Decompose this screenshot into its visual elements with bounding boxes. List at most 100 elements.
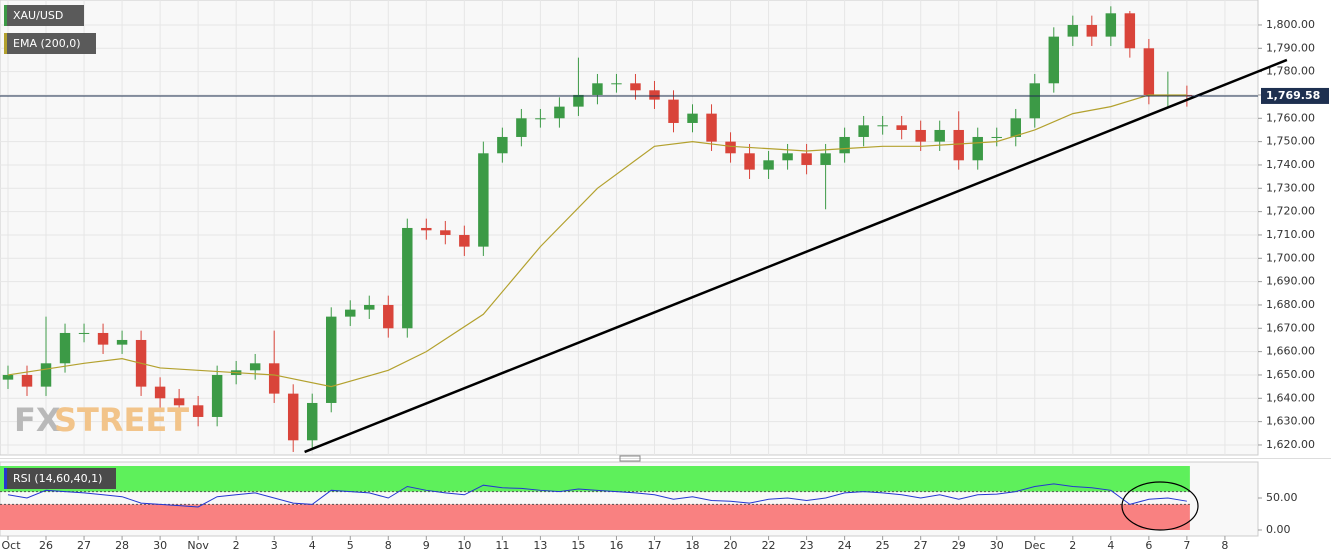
- candle-body: [1105, 13, 1117, 37]
- y-tick-label: 1,690.00: [1266, 275, 1315, 288]
- watermark-street: STREET: [54, 401, 189, 439]
- x-tick-label: 13: [533, 539, 547, 552]
- candle-body: [1086, 24, 1098, 37]
- x-tick-label: 27: [77, 539, 91, 552]
- candle-body: [820, 153, 831, 165]
- candle-body: [915, 129, 926, 142]
- candle-body: [192, 405, 204, 417]
- x-tick-label: 27: [914, 539, 928, 552]
- legend-box: [4, 468, 116, 489]
- x-tick-label: 8: [1221, 539, 1228, 552]
- candle-body: [744, 153, 755, 170]
- candle-body: [877, 125, 888, 127]
- price-panel: [0, 0, 1259, 456]
- candle-body: [421, 227, 432, 231]
- x-tick-label: Dec: [1024, 539, 1045, 552]
- x-tick-label: 11: [495, 539, 509, 552]
- y-tick-label: 1,650.00: [1266, 368, 1315, 381]
- y-tick-label: 1,680.00: [1266, 298, 1315, 311]
- x-tick-label: 2: [233, 539, 240, 552]
- x-tick-label: 18: [686, 539, 700, 552]
- candle-body: [839, 136, 850, 154]
- candle-body: [497, 136, 508, 154]
- candle-body: [1067, 24, 1079, 37]
- x-tick-label: 8: [385, 539, 392, 552]
- legend-label: XAU/USD: [13, 9, 63, 22]
- y-tick-label: 1,730.00: [1266, 181, 1315, 194]
- candle-body: [991, 136, 1002, 138]
- y-tick-label: 1,750.00: [1266, 135, 1315, 148]
- candle-body: [326, 316, 337, 403]
- candle-body: [630, 83, 641, 91]
- candle-body: [1029, 83, 1040, 119]
- candle-body: [345, 309, 356, 317]
- watermark-fx: FX: [14, 401, 61, 439]
- y-tick-label: 1,780.00: [1266, 65, 1315, 78]
- line-series: [7, 94, 1187, 388]
- candle-body: [687, 113, 698, 123]
- candle-body: [1143, 48, 1155, 95]
- candle-body: [459, 234, 470, 247]
- legend-label: EMA (200,0): [13, 37, 81, 50]
- legend-swatch: [4, 5, 7, 26]
- candle-body: [440, 230, 451, 235]
- candle-body: [668, 99, 679, 123]
- x-tick-label: 2: [1069, 539, 1076, 552]
- candle-body: [97, 332, 109, 345]
- candle-body: [78, 332, 90, 334]
- candle-body: [268, 363, 280, 394]
- candle-body: [383, 304, 394, 329]
- candle-body: [287, 393, 299, 441]
- candle-body: [801, 153, 812, 165]
- x-tick-label: 7: [1183, 539, 1190, 552]
- candle-body: [592, 83, 603, 95]
- y-tick-label: 1,760.00: [1266, 111, 1315, 124]
- y-tick-label: 50.00: [1266, 491, 1298, 504]
- rsi-zone: [0, 504, 1190, 530]
- highlight-circle: [1121, 481, 1199, 531]
- candle-body: [896, 125, 907, 130]
- candle-body: [249, 363, 261, 371]
- last-price-label: 1,769.58: [1266, 89, 1320, 102]
- candle-body: [706, 113, 717, 142]
- x-tick-label: 6: [1145, 539, 1152, 552]
- rsi-zone: [0, 465, 1190, 492]
- x-tick-label: 4: [309, 539, 316, 552]
- y-tick-label: 1,740.00: [1266, 158, 1315, 171]
- legend-label: RSI (14,60,40,1): [13, 472, 102, 485]
- candle-body: [1010, 118, 1021, 137]
- trendline: [304, 58, 1288, 454]
- candle-body: [402, 227, 413, 329]
- candle-body: [611, 83, 622, 85]
- line-series: [7, 483, 1187, 508]
- y-tick-label: 1,660.00: [1266, 345, 1315, 358]
- candle-body: [573, 94, 584, 107]
- y-tick-label: 1,640.00: [1266, 391, 1315, 404]
- y-tick-label: 1,790.00: [1266, 41, 1315, 54]
- x-tick-label: 24: [838, 539, 852, 552]
- candle-body: [782, 153, 793, 161]
- x-tick-label: 17: [647, 539, 661, 552]
- candle-body: [154, 386, 166, 399]
- candle-body: [211, 374, 223, 417]
- x-tick-label: 10: [457, 539, 471, 552]
- x-tick-label: 28: [115, 539, 129, 552]
- legend-box: [4, 5, 84, 26]
- candle-body: [173, 398, 185, 406]
- last-price-box: [1261, 87, 1329, 104]
- candle-body: [1124, 13, 1136, 49]
- candle-body: [478, 153, 489, 247]
- candle-body: [40, 363, 52, 387]
- candle-body: [858, 125, 869, 137]
- x-tick-label: 25: [876, 539, 890, 552]
- candle-body: [1048, 36, 1060, 84]
- x-tick-label: Nov: [187, 539, 209, 552]
- x-tick-label: 30: [153, 539, 167, 552]
- candle-body: [2, 374, 14, 380]
- legend-swatch: [4, 33, 7, 54]
- candle-body: [934, 129, 945, 142]
- y-tick-label: 1,630.00: [1266, 415, 1315, 428]
- legend-box: [4, 33, 96, 54]
- x-tick-label: 16: [609, 539, 623, 552]
